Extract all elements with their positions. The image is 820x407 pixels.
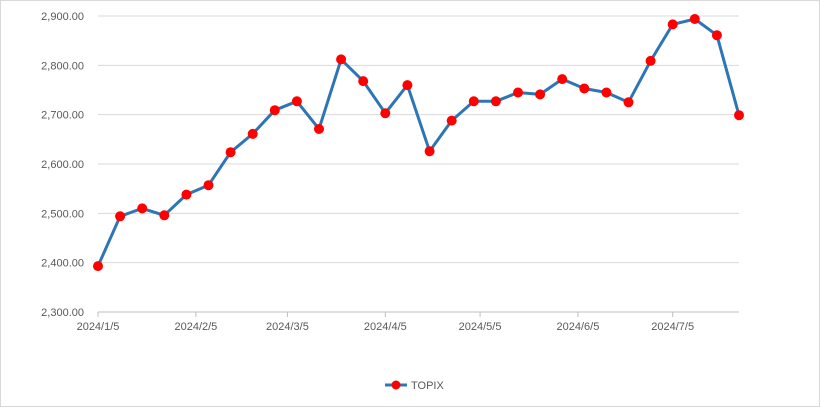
- x-tick-label: 2024/3/5: [266, 321, 309, 333]
- y-tick-label: 2,500.00: [41, 208, 84, 220]
- x-tick-label: 2024/4/5: [364, 321, 407, 333]
- data-point: [645, 55, 656, 66]
- data-point: [446, 115, 457, 126]
- x-tick-label: 2024/1/5: [77, 321, 120, 333]
- legend-marker-swatch: [391, 380, 401, 390]
- y-tick-label: 2,700.00: [41, 110, 84, 122]
- legend-label-topix: TOPIX: [411, 380, 444, 392]
- data-point: [203, 180, 214, 191]
- data-point: [336, 54, 347, 65]
- data-point: [623, 97, 634, 108]
- legend: TOPIX: [385, 380, 444, 392]
- data-point: [490, 96, 501, 107]
- data-point: [181, 189, 192, 200]
- data-point: [247, 128, 258, 139]
- data-point: [137, 203, 148, 214]
- data-point: [734, 110, 744, 121]
- y-tick-label: 2,600.00: [41, 159, 84, 171]
- data-point: [314, 124, 324, 134]
- data-point: [513, 87, 523, 98]
- plot-area: [93, 14, 744, 272]
- x-tick-label: 2024/2/5: [174, 321, 217, 333]
- data-point: [93, 261, 103, 272]
- data-point: [711, 30, 722, 41]
- data-point: [225, 147, 236, 158]
- x-tick-label: 2024/7/5: [651, 321, 694, 333]
- data-point: [115, 211, 126, 222]
- data-point: [601, 87, 612, 98]
- data-point: [689, 14, 700, 24]
- y-axis: 2,300.00 2,400.00 2,500.00 2,600.00 2,700.00…: [41, 11, 84, 319]
- x-axis: 2024/1/5 2024/2/5 2024/3/5 2024/4/5 2024/5/5…: [77, 312, 694, 333]
- data-point: [269, 105, 280, 116]
- x-tick-label: 2024/5/5: [459, 321, 502, 333]
- data-point: [667, 19, 678, 30]
- data-point: [291, 96, 302, 107]
- data-point: [424, 146, 435, 157]
- gridlines: [98, 15, 739, 313]
- data-point: [557, 74, 568, 85]
- data-point: [380, 108, 391, 119]
- data-point: [535, 89, 546, 100]
- data-point: [402, 80, 413, 91]
- series-line-topix: [96, 17, 741, 267]
- y-tick-label: 2,800.00: [41, 60, 84, 72]
- data-point: [579, 83, 590, 94]
- data-point: [468, 96, 479, 107]
- y-tick-label: 2,300.00: [41, 307, 84, 319]
- data-point: [358, 76, 369, 87]
- x-tick-label: 2024/6/5: [557, 321, 600, 333]
- y-tick-label: 2,400.00: [41, 258, 84, 270]
- y-tick-label: 2,900.00: [41, 11, 84, 23]
- data-point: [159, 210, 170, 221]
